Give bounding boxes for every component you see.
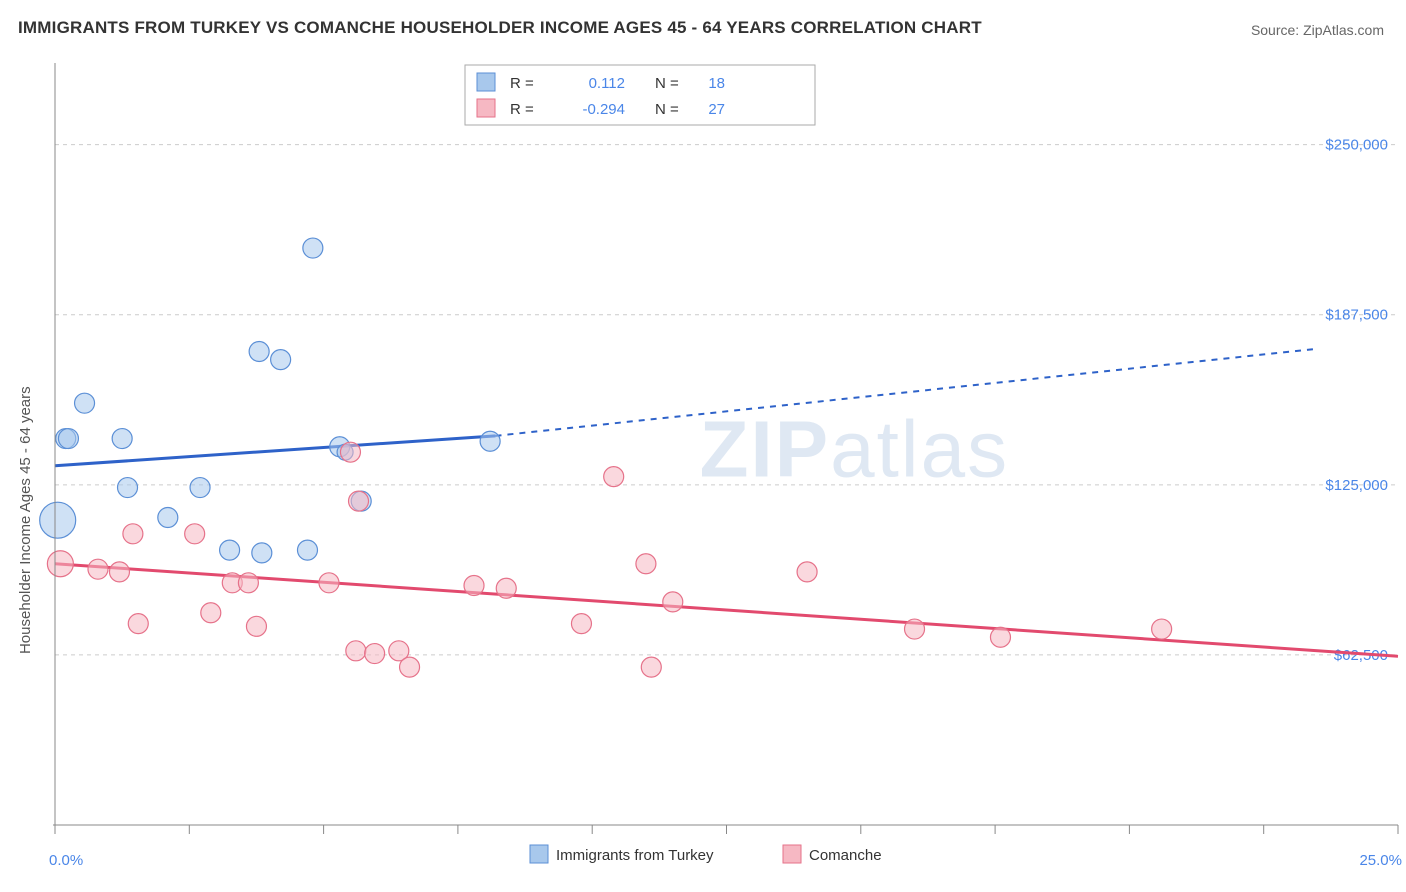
point-comanche <box>990 627 1010 647</box>
point-comanche <box>47 551 73 577</box>
point-comanche <box>797 562 817 582</box>
point-comanche <box>88 559 108 579</box>
point-comanche <box>464 576 484 596</box>
point-turkey <box>190 478 210 498</box>
point-turkey <box>271 350 291 370</box>
y-tick-label: $250,000 <box>1325 137 1388 154</box>
legend-r-label: R = <box>510 101 534 118</box>
point-comanche <box>365 644 385 664</box>
point-comanche <box>349 491 369 511</box>
watermark: ZIPatlas <box>700 405 1009 494</box>
point-turkey <box>303 238 323 258</box>
point-comanche <box>496 578 516 598</box>
y-tick-label: $125,000 <box>1325 477 1388 494</box>
source-name: ZipAtlas.com <box>1303 22 1384 38</box>
point-comanche <box>109 562 129 582</box>
bottom-legend-swatch <box>530 845 548 863</box>
point-turkey <box>75 393 95 413</box>
point-turkey <box>40 502 76 538</box>
point-turkey <box>58 429 78 449</box>
y-axis-title: Householder Income Ages 45 - 64 years <box>17 386 34 654</box>
point-comanche <box>201 603 221 623</box>
chart-title: IMMIGRANTS FROM TURKEY VS COMANCHE HOUSE… <box>18 18 982 38</box>
point-turkey <box>249 341 269 361</box>
point-comanche <box>128 614 148 634</box>
point-comanche <box>1152 619 1172 639</box>
point-turkey <box>118 478 138 498</box>
y-tick-label: $187,500 <box>1325 307 1388 324</box>
legend-r-value: 0.112 <box>589 75 625 92</box>
point-turkey <box>480 431 500 451</box>
legend-r-label: R = <box>510 75 534 92</box>
point-turkey <box>297 540 317 560</box>
point-comanche <box>604 467 624 487</box>
point-turkey <box>252 543 272 563</box>
point-comanche <box>400 657 420 677</box>
point-comanche <box>571 614 591 634</box>
bottom-legend-label: Comanche <box>809 847 882 864</box>
point-turkey <box>112 429 132 449</box>
scatter-chart: $62,500$125,000$187,500$250,000ZIPatlas0… <box>0 55 1406 892</box>
bottom-legend-label: Immigrants from Turkey <box>556 847 714 864</box>
point-comanche <box>905 619 925 639</box>
point-comanche <box>246 616 266 636</box>
point-comanche <box>319 573 339 593</box>
point-turkey <box>220 540 240 560</box>
legend-n-label: N = <box>655 101 679 118</box>
bottom-legend-swatch <box>783 845 801 863</box>
legend-swatch-comanche <box>477 99 495 117</box>
legend-r-value: -0.294 <box>582 101 625 118</box>
point-comanche <box>636 554 656 574</box>
point-comanche <box>346 641 366 661</box>
legend-n-label: N = <box>655 75 679 92</box>
point-comanche <box>123 524 143 544</box>
source-attribution: Source: ZipAtlas.com <box>1251 22 1384 38</box>
legend-n-value: 18 <box>708 75 725 92</box>
point-comanche <box>238 573 258 593</box>
x-tick-label: 25.0% <box>1359 852 1402 869</box>
source-label: Source: <box>1251 22 1303 38</box>
point-comanche <box>663 592 683 612</box>
point-comanche <box>641 657 661 677</box>
chart-container: $62,500$125,000$187,500$250,000ZIPatlas0… <box>0 55 1406 892</box>
point-turkey <box>158 507 178 527</box>
legend-n-value: 27 <box>708 101 725 118</box>
point-comanche <box>185 524 205 544</box>
x-tick-label: 0.0% <box>49 852 83 869</box>
legend-swatch-turkey <box>477 73 495 91</box>
point-comanche <box>340 442 360 462</box>
